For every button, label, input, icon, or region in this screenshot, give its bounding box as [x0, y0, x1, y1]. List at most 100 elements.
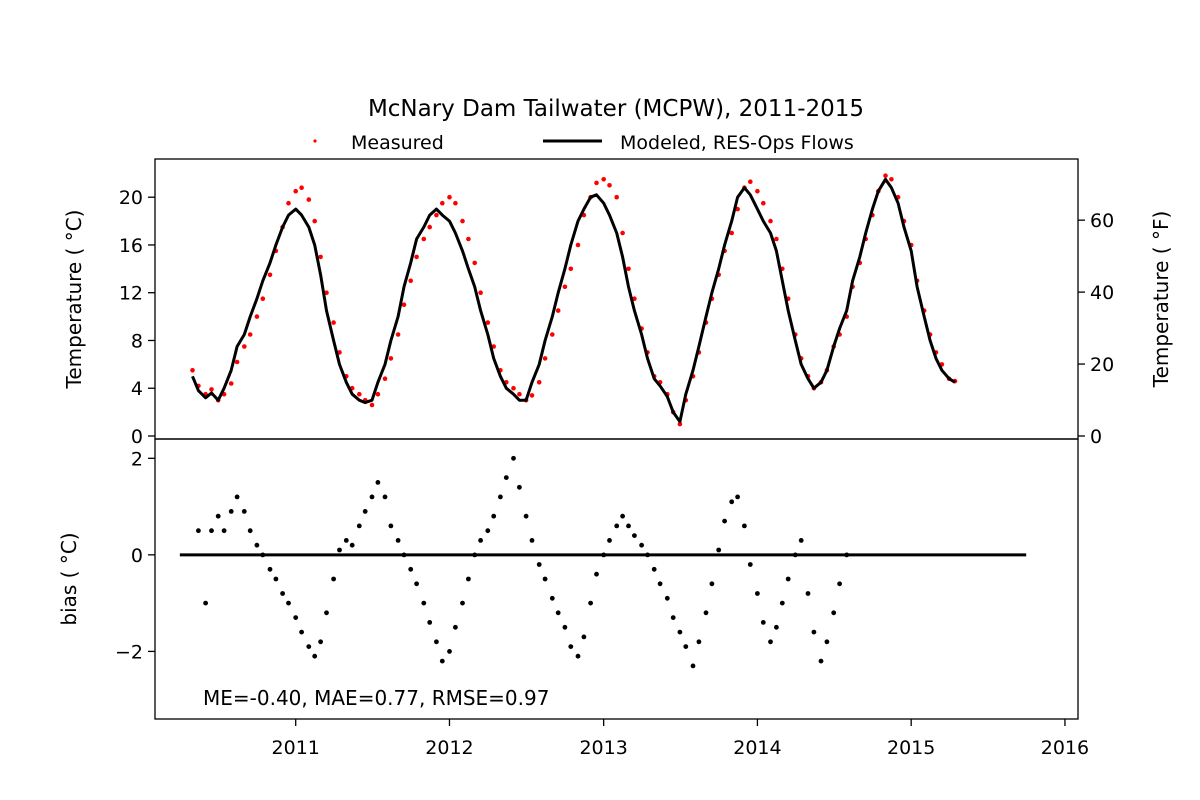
bias-point [818, 658, 824, 664]
bias-point [785, 576, 791, 582]
x-tick-label: 2016 [1041, 737, 1089, 759]
measured-point [242, 344, 247, 349]
bias-point [683, 644, 689, 649]
temperature-y-tick-label: 0 [131, 426, 143, 448]
bias-point [844, 552, 850, 558]
measured-point [883, 173, 888, 178]
measured-point [620, 230, 625, 236]
bias-point [581, 634, 587, 640]
bias-point [375, 480, 381, 485]
measured-point [318, 254, 323, 260]
bias-point [709, 581, 715, 587]
bias-point [677, 629, 683, 635]
bias-point [434, 639, 439, 645]
bias-point [562, 624, 568, 630]
bias-axes-frame [154, 438, 1079, 720]
bias-point [722, 518, 727, 524]
bias-point [293, 615, 299, 620]
bias-point [768, 639, 773, 645]
measured-point [601, 177, 606, 182]
measured-point [768, 218, 773, 224]
bias-point [395, 538, 401, 543]
bias-point [286, 600, 291, 606]
measured-point [286, 200, 291, 206]
bias-point [401, 552, 407, 558]
bias-point [215, 513, 221, 519]
measured-point [889, 177, 894, 182]
bias-point [369, 494, 375, 500]
bias-point [601, 552, 607, 558]
measured-point [453, 200, 458, 206]
bias-point [607, 538, 612, 543]
bias-point [645, 552, 650, 558]
measured-point [331, 320, 336, 325]
measured-point [568, 266, 574, 272]
x-tick-label: 2011 [272, 737, 320, 759]
legend-marker-measured [313, 139, 317, 143]
x-tick-label: 2015 [887, 737, 935, 759]
bias-point [594, 571, 599, 577]
measured-point [677, 421, 683, 427]
bias-point [503, 475, 509, 480]
bias-point [511, 455, 516, 461]
measured-point [306, 197, 312, 202]
x-tick-label: 2013 [579, 737, 627, 759]
measured-point [209, 387, 214, 392]
measured-point [761, 200, 766, 206]
bias-point [408, 566, 414, 572]
x-tick-label: 2014 [733, 737, 781, 759]
bias-point [414, 581, 419, 587]
bias-point [555, 610, 561, 616]
bias-point [696, 639, 702, 645]
measured-point [517, 391, 522, 397]
bias-point [299, 629, 304, 635]
bias-point [811, 629, 817, 635]
measured-point [312, 218, 318, 224]
measured-point [228, 381, 234, 386]
measured-point [774, 236, 779, 242]
bias-point [755, 591, 760, 596]
measured-point [401, 302, 407, 308]
measured-point [421, 236, 427, 242]
temperature-y2-tick-label: 0 [1090, 426, 1102, 448]
measured-point [542, 356, 548, 361]
measured-point [562, 284, 568, 290]
bias-point [703, 610, 709, 616]
measured-point [472, 260, 478, 266]
bias-point [729, 499, 735, 505]
measured-point [190, 368, 195, 373]
bias-point [774, 624, 779, 630]
bias-point [337, 547, 342, 553]
bias-point [280, 591, 285, 596]
bias-point [664, 595, 670, 601]
measured-point [755, 188, 760, 194]
temperature-y-tick-label: 12 [119, 283, 143, 305]
bias-point [568, 644, 574, 649]
measured-point [434, 212, 439, 218]
measured-point [299, 185, 304, 190]
bias-point [273, 576, 279, 582]
bias-point [260, 552, 266, 558]
bias-point [324, 610, 329, 616]
bias-point [472, 552, 478, 558]
bias-point [388, 523, 394, 529]
bias-point [523, 513, 529, 519]
temperature-y-tick-label: 20 [119, 187, 143, 209]
measured-point [267, 272, 273, 278]
bias-point [805, 591, 811, 596]
measured-point [529, 393, 535, 398]
temperature-y-axis-label: Temperature ( °C) [62, 210, 86, 390]
chart-title: McNary Dam Tailwater (MCPW), 2011-2015 [368, 96, 864, 122]
measured-point [414, 254, 419, 260]
bias-point [620, 513, 625, 519]
bias-point [382, 494, 388, 500]
bias-point [542, 576, 548, 582]
measured-point [466, 236, 471, 242]
measured-point [729, 230, 734, 236]
legend-label-modeled: Modeled, RES-Ops Flows [620, 132, 854, 154]
measured-point [594, 180, 599, 186]
measured-point [293, 188, 299, 194]
measured-point [555, 308, 561, 313]
chart-legend: Measured Modeled, RES-Ops Flows [313, 132, 854, 154]
